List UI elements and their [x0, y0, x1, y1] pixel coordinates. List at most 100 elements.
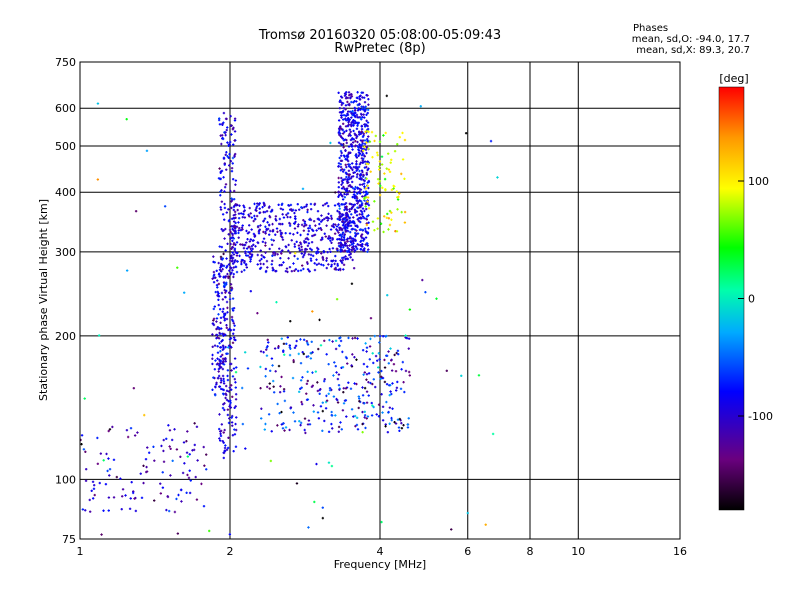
echo-point [303, 222, 307, 225]
echo-point [214, 385, 217, 389]
echo-point [325, 224, 328, 227]
echo-point [301, 187, 305, 190]
echo-point [307, 526, 310, 529]
echo-point [376, 154, 379, 157]
echo-point [226, 374, 229, 378]
colorbar-label: [deg] [719, 72, 748, 85]
echo-point [139, 472, 142, 475]
echo-point [224, 396, 227, 400]
echo-point [353, 222, 356, 225]
echo-point [219, 346, 223, 349]
echo-point [234, 213, 237, 216]
echo-point [257, 203, 261, 206]
y-tick-label: 750 [55, 56, 76, 69]
echo-point [222, 229, 225, 232]
echo-point [335, 297, 339, 301]
echo-point [348, 244, 351, 247]
echo-point [264, 241, 267, 245]
echo-point [347, 117, 350, 120]
echo-point [398, 429, 401, 432]
echo-point [278, 390, 282, 394]
echo-point [384, 131, 387, 135]
echo-point [338, 226, 341, 230]
echo-point [403, 138, 407, 142]
echo-point [363, 110, 367, 113]
echo-point [295, 240, 298, 244]
echo-point [340, 227, 344, 231]
echo-point [215, 363, 219, 366]
echo-point [383, 366, 387, 369]
echo-point [346, 178, 350, 181]
echo-point [220, 245, 224, 249]
echo-point [327, 204, 330, 208]
echo-point [225, 323, 228, 327]
echo-point [323, 232, 326, 235]
echo-point [319, 405, 323, 408]
echo-point [272, 379, 275, 383]
echo-point [291, 376, 295, 380]
echo-point [349, 230, 352, 234]
echo-point [162, 460, 166, 463]
echo-point [243, 261, 246, 264]
echo-point [376, 359, 379, 362]
echo-point [218, 332, 222, 336]
echo-point [377, 371, 380, 374]
echo-point [219, 269, 222, 272]
echo-point [365, 207, 368, 211]
echo-point [361, 108, 364, 111]
echo-point [325, 259, 328, 262]
echo-point [341, 409, 345, 412]
echo-point [223, 408, 226, 412]
echo-point [230, 416, 233, 419]
echo-point [134, 509, 138, 513]
echo-point [357, 216, 361, 220]
echo-point [194, 475, 197, 479]
echo-point [279, 207, 283, 210]
echo-point [220, 423, 224, 426]
echo-point [364, 105, 367, 108]
echo-point [308, 247, 312, 250]
echo-point [327, 212, 330, 216]
echo-point [332, 374, 335, 377]
echo-point [225, 300, 229, 304]
echo-point [200, 482, 203, 486]
echo-point [243, 243, 247, 247]
echo-point [107, 457, 110, 460]
echo-point [231, 178, 235, 181]
echo-point [271, 266, 274, 270]
echo-point [350, 116, 353, 119]
echo-point [222, 380, 226, 383]
echo-point [218, 167, 221, 170]
echo-point [278, 247, 281, 250]
echo-point [361, 410, 364, 414]
echo-point [357, 130, 361, 133]
echo-point [334, 223, 337, 226]
echo-point [230, 225, 233, 228]
echo-point [353, 119, 357, 123]
echo-point [237, 221, 240, 224]
echo-point [356, 202, 359, 205]
echo-point [228, 417, 231, 420]
echo-point [233, 198, 236, 201]
echo-point [225, 151, 228, 154]
echo-point [363, 247, 366, 250]
echo-point [335, 228, 338, 231]
echo-point [226, 141, 229, 144]
echo-point [346, 96, 350, 100]
echo-point [358, 98, 362, 101]
echo-point [182, 291, 186, 294]
echo-point [337, 383, 341, 387]
echo-point [369, 316, 373, 320]
echo-point [326, 237, 330, 240]
echo-point [321, 429, 324, 432]
echo-point [276, 230, 279, 234]
echo-point [337, 195, 340, 199]
echo-point [401, 158, 405, 161]
echo-point [259, 224, 262, 227]
echo-point [364, 193, 367, 196]
echo-point [306, 379, 309, 383]
echo-point [254, 218, 257, 221]
echo-point [346, 118, 349, 122]
echo-point [351, 237, 355, 240]
echo-point [314, 224, 317, 227]
